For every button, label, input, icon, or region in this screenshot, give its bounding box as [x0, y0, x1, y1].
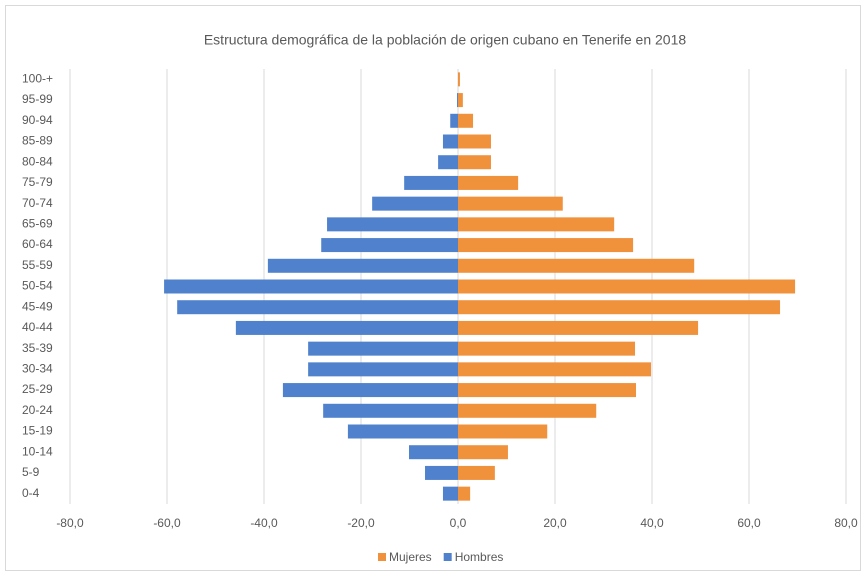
- bar: [458, 279, 796, 294]
- legend-label: Hombres: [455, 550, 504, 564]
- bar: [409, 445, 458, 460]
- y-tick-label: 95-99: [22, 92, 53, 106]
- legend-swatch: [378, 553, 386, 561]
- bar: [458, 424, 548, 439]
- bar: [458, 403, 597, 418]
- y-tick-label: 40-44: [22, 320, 53, 334]
- bar: [177, 300, 458, 315]
- bar: [458, 196, 563, 211]
- y-tick-label: 0-4: [22, 486, 40, 500]
- bar: [458, 486, 471, 501]
- bar: [308, 341, 458, 356]
- y-tick-label: 20-24: [22, 403, 53, 417]
- bar: [404, 175, 458, 190]
- y-tick-label: 35-39: [22, 341, 53, 355]
- y-tick-label: 85-89: [22, 134, 53, 148]
- bar: [323, 403, 458, 418]
- x-tick-label: 20,0: [543, 516, 567, 530]
- x-tick-label: 60,0: [737, 516, 761, 530]
- bar: [438, 155, 458, 170]
- bar: [458, 93, 463, 108]
- y-tick-label: 25-29: [22, 382, 53, 396]
- y-tick-label: 65-69: [22, 217, 53, 231]
- bar: [282, 383, 458, 398]
- bar: [308, 362, 458, 377]
- bar: [458, 445, 508, 460]
- bar: [442, 134, 458, 149]
- bar: [458, 134, 491, 149]
- bar: [458, 72, 460, 87]
- x-tick-label: -80,0: [56, 516, 84, 530]
- y-tick-label: 15-19: [22, 424, 53, 438]
- bar: [458, 258, 695, 273]
- y-tick-label: 30-34: [22, 362, 53, 376]
- y-tick-label: 55-59: [22, 258, 53, 272]
- y-tick-label: 5-9: [22, 465, 40, 479]
- bar: [458, 341, 636, 356]
- bar: [347, 424, 458, 439]
- y-tick-label: 50-54: [22, 279, 53, 293]
- bar: [425, 465, 458, 480]
- bar: [458, 155, 491, 170]
- bar: [327, 217, 458, 232]
- x-tick-label: 0,0: [450, 516, 467, 530]
- bar: [267, 258, 458, 273]
- y-tick-label: 100-+: [22, 72, 53, 86]
- bar: [458, 383, 636, 398]
- legend-label: Mujeres: [389, 550, 432, 564]
- legend-swatch: [443, 553, 452, 561]
- bar: [458, 320, 699, 335]
- y-tick-label: 70-74: [22, 196, 53, 210]
- bar: [457, 93, 458, 108]
- chart-title: Estructura demográfica de la población d…: [204, 32, 687, 48]
- y-tick-label: 90-94: [22, 113, 53, 127]
- bar: [458, 217, 615, 232]
- bar: [458, 300, 781, 315]
- bar: [458, 113, 474, 128]
- x-tick-label: -20,0: [347, 516, 375, 530]
- bar: [442, 486, 458, 501]
- bar: [458, 465, 495, 480]
- y-tick-label: 60-64: [22, 237, 53, 251]
- x-tick-label: -40,0: [250, 516, 278, 530]
- y-tick-label: 45-49: [22, 299, 53, 313]
- bar: [321, 238, 458, 253]
- bar: [164, 279, 458, 294]
- bar: [450, 113, 458, 128]
- y-tick-label: 10-14: [22, 444, 53, 458]
- x-tick-label: 80,0: [834, 516, 858, 530]
- y-tick-label: 80-84: [22, 154, 53, 168]
- x-tick-label: 40,0: [640, 516, 664, 530]
- y-tick-label: 75-79: [22, 175, 53, 189]
- x-tick-label: -60,0: [153, 516, 181, 530]
- bar: [458, 238, 634, 253]
- bar: [458, 362, 652, 377]
- bar: [458, 175, 519, 190]
- bar: [372, 196, 458, 211]
- bar: [235, 320, 458, 335]
